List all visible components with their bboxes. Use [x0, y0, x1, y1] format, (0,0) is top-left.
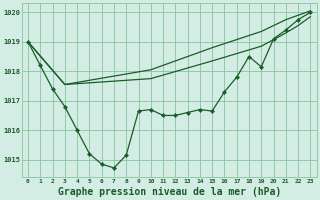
- X-axis label: Graphe pression niveau de la mer (hPa): Graphe pression niveau de la mer (hPa): [58, 186, 281, 197]
